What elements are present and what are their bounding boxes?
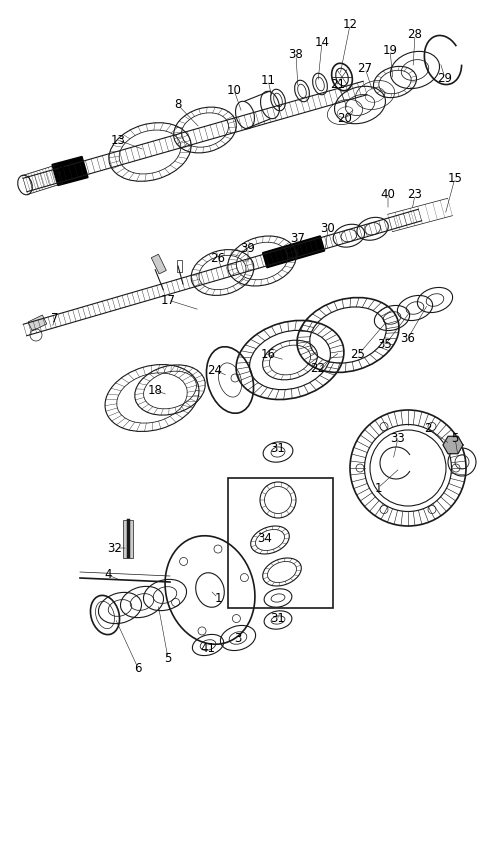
Text: 31: 31 (271, 611, 286, 624)
Text: 19: 19 (383, 44, 397, 57)
Text: 3: 3 (234, 631, 242, 644)
Text: 10: 10 (227, 83, 241, 96)
Text: 5: 5 (164, 652, 172, 665)
Polygon shape (52, 157, 88, 186)
Text: 27: 27 (358, 62, 372, 75)
Text: 22: 22 (311, 361, 325, 374)
Text: 25: 25 (350, 348, 365, 361)
Text: 24: 24 (207, 364, 223, 377)
Text: 7: 7 (51, 311, 59, 324)
Text: 12: 12 (343, 19, 358, 32)
Polygon shape (443, 436, 463, 454)
Text: 31: 31 (271, 441, 286, 454)
Text: 28: 28 (408, 28, 422, 41)
Text: 40: 40 (381, 188, 396, 201)
Text: 1: 1 (374, 482, 382, 494)
Text: 39: 39 (240, 242, 255, 255)
Bar (228, 478, 333, 608)
Text: 23: 23 (408, 188, 422, 201)
Text: 38: 38 (288, 48, 303, 62)
Text: 35: 35 (378, 339, 392, 352)
Text: 30: 30 (321, 222, 336, 235)
Text: 2: 2 (424, 421, 432, 434)
Text: 4: 4 (104, 568, 112, 581)
Text: 21: 21 (331, 78, 346, 91)
Text: 1: 1 (214, 592, 222, 605)
Text: 16: 16 (261, 348, 276, 361)
Text: 9: 9 (56, 162, 64, 175)
Text: 29: 29 (437, 71, 453, 84)
Text: 41: 41 (201, 642, 216, 654)
Bar (151, 255, 167, 274)
Text: 32: 32 (108, 542, 122, 555)
Text: 5: 5 (451, 432, 459, 445)
Text: 34: 34 (258, 531, 273, 544)
Circle shape (448, 440, 458, 450)
Bar (123, 520, 133, 558)
Ellipse shape (18, 175, 32, 195)
Text: 14: 14 (314, 35, 329, 48)
Bar (28, 315, 47, 331)
Text: 36: 36 (401, 331, 415, 345)
Text: 17: 17 (160, 293, 176, 306)
Text: 13: 13 (110, 133, 125, 146)
Polygon shape (263, 236, 324, 267)
Text: 11: 11 (261, 73, 276, 87)
Text: 20: 20 (337, 112, 352, 125)
Text: 33: 33 (391, 432, 406, 445)
Text: 6: 6 (134, 661, 142, 674)
Text: 18: 18 (147, 384, 162, 396)
Text: 26: 26 (211, 251, 226, 265)
Text: 15: 15 (447, 171, 462, 185)
Text: 8: 8 (174, 99, 182, 112)
Text: 37: 37 (290, 231, 305, 244)
Bar (177, 260, 182, 272)
